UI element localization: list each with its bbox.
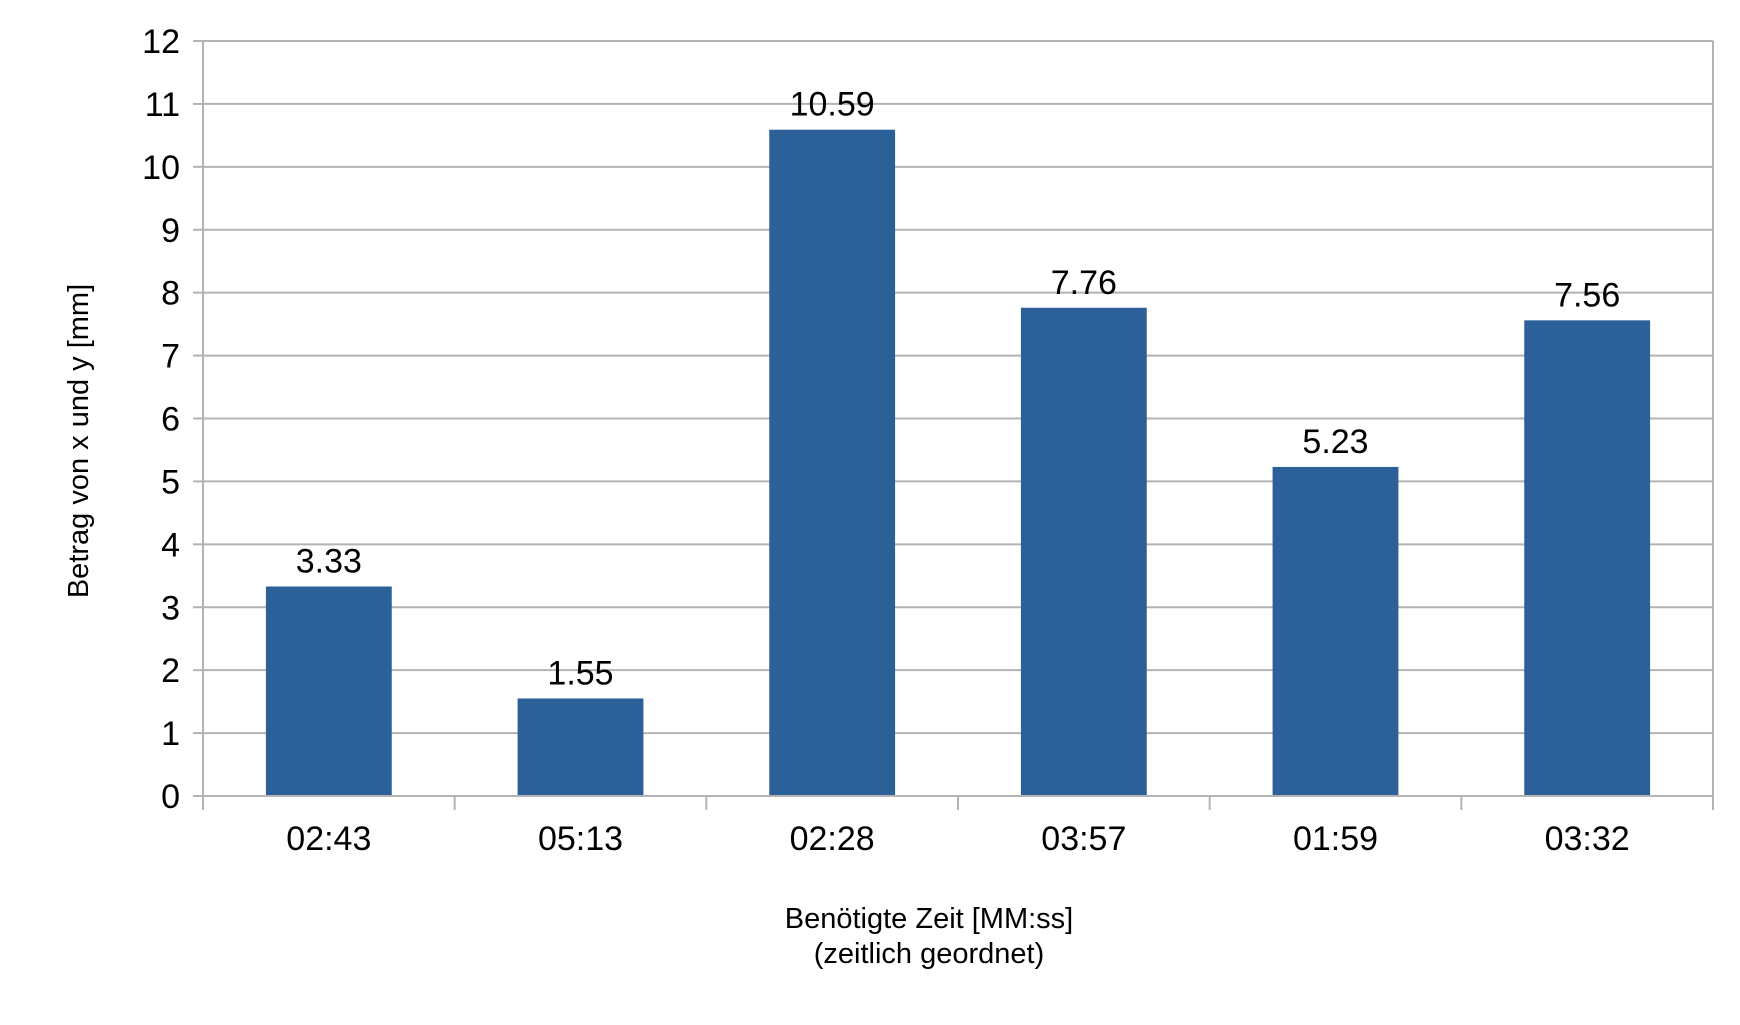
data-label: 1.55: [547, 654, 613, 692]
y-tick-label: 9: [161, 212, 180, 250]
x-axis-title-line-1: Benötigte Zeit [MM:ss]: [785, 903, 1074, 935]
bar: [769, 129, 896, 796]
bar: [265, 586, 392, 796]
data-label: 5.23: [1302, 423, 1368, 461]
y-tick-label: 10: [142, 149, 180, 187]
x-axis-title-line-2: (zeitlich geordnet): [814, 938, 1045, 970]
x-tick-label: 02:28: [790, 820, 875, 858]
y-tick-label: 1: [161, 715, 180, 753]
x-tick-label: 03:57: [1041, 820, 1126, 858]
x-tick-label: 01:59: [1293, 820, 1378, 858]
bar: [1524, 320, 1651, 796]
bar: [517, 698, 644, 796]
x-tick-label: 02:43: [286, 820, 371, 858]
y-tick-label: 7: [161, 338, 180, 376]
gridlines: [203, 40, 1713, 735]
bars: [265, 129, 1651, 796]
labels: 01234567891011123.3302:431.5505:1310.590…: [142, 23, 1630, 858]
data-label: 10.59: [790, 86, 875, 124]
axes: [193, 40, 1714, 810]
y-tick-label: 6: [161, 401, 180, 439]
x-tick-label: 05:13: [538, 820, 623, 858]
data-label: 7.76: [1051, 264, 1117, 302]
bar: [1020, 307, 1147, 796]
y-tick-label: 3: [161, 589, 180, 627]
bar: [1272, 466, 1399, 796]
y-tick-label: 4: [161, 526, 180, 564]
y-tick-label: 11: [145, 86, 180, 124]
y-tick-label: 2: [161, 652, 180, 690]
y-axis-title: Betrag von x und y [mm]: [63, 284, 95, 598]
y-tick-label: 0: [161, 778, 180, 816]
y-tick-label: 8: [161, 275, 180, 313]
data-label: 7.56: [1554, 276, 1620, 314]
y-tick-label: 5: [161, 463, 180, 501]
y-tick-label: 12: [142, 23, 180, 61]
x-tick-label: 03:32: [1545, 820, 1630, 858]
data-label: 3.33: [296, 542, 362, 580]
